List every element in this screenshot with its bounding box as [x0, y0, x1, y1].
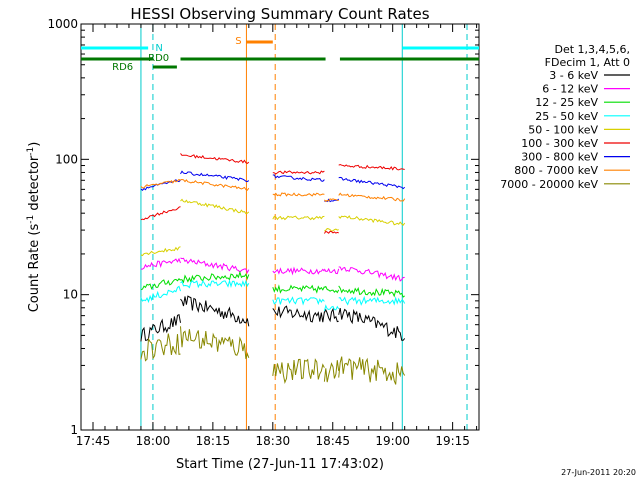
legend-label-7: 800 - 7000 keV: [514, 164, 598, 177]
series-segment-6-1: [180, 170, 250, 183]
series-800-7000-kev: [140, 178, 406, 203]
series-segment-8-2: [272, 358, 325, 384]
series-segment-0-2: [272, 305, 325, 323]
legend-label-1: 6 - 12 keV: [542, 83, 598, 96]
x-tick-label-2: 18:15: [196, 434, 231, 448]
x-tick-label-5: 19:00: [375, 434, 410, 448]
annotation-label-rd6: RD6: [112, 62, 133, 73]
series-segment-4-1: [180, 198, 250, 215]
series-100-300-kev: [140, 153, 405, 234]
series-segment-7-2: [272, 192, 325, 197]
legend-label-6: 300 - 800 keV: [521, 151, 598, 164]
series-segment-2-3: [324, 285, 340, 294]
series-segment-2-1: [180, 270, 250, 284]
chart-title: HESSI Observing Summary Count Rates: [130, 5, 429, 23]
series-12-25-kev: [140, 270, 405, 298]
series-segment-5-1: [180, 153, 250, 164]
legend-header-line-2: FDecim 1, Att 0: [545, 56, 630, 69]
x-axis-label: Start Time (27-Jun-11 17:43:02): [176, 457, 384, 472]
y-tick-label-2: 100: [55, 152, 78, 166]
axes: 17:45 18:00 18:15 18:30 18:45 19:00 19:15 1 10 10…: [47, 17, 479, 448]
series-segment-3-2: [272, 296, 325, 306]
legend-header-line-1: Det 1,3,4,5,6,: [554, 43, 630, 56]
series-segment-0-4: [338, 307, 406, 341]
y-axis-label-main: Count Rate (s: [27, 224, 42, 313]
x-tick-label-6: 19:15: [435, 434, 470, 448]
annotation-label-rd0: RD0: [148, 53, 169, 64]
timestamp: 27-Jun-2011 20:20: [561, 468, 636, 477]
series-segment-1-4: [338, 266, 405, 282]
series-segment-6-2: [272, 174, 325, 182]
legend-label-2: 12 - 25 keV: [535, 96, 598, 109]
series-segment-4-0: [140, 246, 181, 257]
y-tick-label-3: 1000: [47, 17, 78, 31]
series-segment-4-3: [324, 228, 339, 232]
series-segment-7-1: [180, 178, 250, 191]
legend-label-0: 3 - 6 keV: [549, 69, 598, 82]
series-segment-1-3: [323, 267, 340, 275]
series-segment-5-4: [338, 163, 405, 171]
legend-label-4: 50 - 100 keV: [528, 123, 598, 136]
series-segment-8-4: [338, 356, 406, 385]
series-segment-8-3: [323, 360, 340, 383]
legend-label-3: 25 - 50 keV: [535, 110, 598, 123]
y-axis-label-end: ): [27, 142, 42, 147]
plot-frame: [80, 23, 480, 431]
series-segment-7-0: [140, 178, 181, 189]
y-tick-label-1: 10: [63, 288, 78, 302]
annotation-label-s: S: [235, 36, 241, 47]
y-axis-label: Count Rate (s-1 detector-1): [26, 142, 42, 313]
series-segment-5-2: [272, 170, 325, 175]
plot-area: [140, 24, 468, 430]
series-segment-4-4: [338, 215, 406, 226]
series-segment-3-0: [140, 285, 181, 304]
y-axis-label-mid: detector: [27, 155, 42, 215]
series-25-50-kev: [140, 279, 406, 312]
series-segment-3-3: [323, 304, 340, 312]
y-axis-label-sup1: -1: [26, 215, 36, 224]
legend-label-5: 100 - 300 keV: [521, 137, 598, 150]
series-segment-2-0: [140, 278, 181, 291]
x-tick-label-3: 18:30: [256, 434, 291, 448]
series-segment-3-1: [180, 279, 250, 289]
series-segment-8-0: [140, 333, 181, 362]
series-segment-8-1: [180, 326, 250, 360]
series-segment-1-1: [180, 257, 250, 274]
series-segment-1-2: [272, 266, 325, 276]
series-segment-1-0: [140, 257, 181, 270]
series-6-12-kev: [140, 257, 405, 282]
series-segment-7-3: [324, 198, 339, 203]
series-segment-0-1: [180, 295, 250, 327]
legend: Det 1,3,4,5,6, FDecim 1, Att 0 3 - 6 keV…: [500, 43, 630, 191]
y-tick-label-0: 1: [70, 423, 78, 437]
x-tick-label-4: 18:45: [315, 434, 350, 448]
series-segment-2-4: [338, 285, 405, 298]
series-7000-20000-kev: [140, 326, 406, 385]
series-segment-2-2: [272, 284, 325, 294]
series-segment-5-0: [140, 206, 181, 221]
series-segment-6-4: [338, 176, 406, 190]
annotation-label-n: N: [155, 43, 162, 54]
series-segment-0-0: [140, 314, 181, 342]
series-50-100-kev: [140, 198, 406, 257]
series-3-6-kev: [140, 295, 406, 342]
series-segment-4-2: [272, 215, 325, 221]
legend-label-8: 7000 - 20000 keV: [500, 178, 598, 191]
x-tick-label-1: 18:00: [136, 434, 171, 448]
series-segment-5-3: [323, 230, 339, 234]
series-segment-0-3: [323, 307, 339, 323]
x-tick-label-0: 17:45: [76, 434, 111, 448]
series-segment-3-4: [338, 295, 406, 306]
series-segment-7-4: [338, 192, 406, 202]
y-axis-label-sup2: -1: [26, 147, 36, 156]
